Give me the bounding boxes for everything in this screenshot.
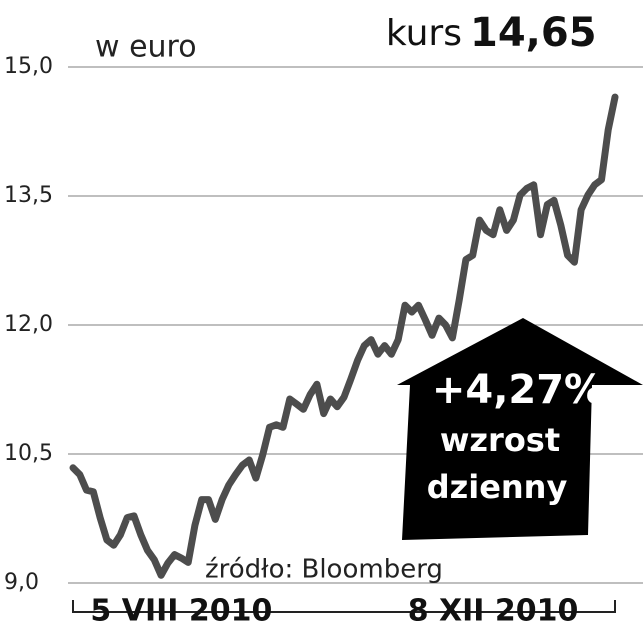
y-tick-label: 13,5 <box>4 183 53 208</box>
change-value: +4,27% <box>432 367 604 413</box>
y-tick-label: 12,0 <box>4 312 53 337</box>
y-tick-label: 9,0 <box>4 570 39 595</box>
y-tick-label: 15,0 <box>4 54 53 79</box>
grid: 9,0 10,5 12,0 13,5 15,0 <box>4 54 643 595</box>
change-text: dzienny <box>427 468 568 506</box>
x-tick-label: 8 XII 2010 <box>408 594 579 629</box>
plot: 5 VIII 2010 8 XII 2010 <box>69 93 619 629</box>
y-tick-label: 10,5 <box>4 441 53 466</box>
x-tick-label: 5 VIII 2010 <box>90 594 272 629</box>
headline-value: 14,65 <box>470 10 597 56</box>
unit-label: w euro <box>95 30 197 65</box>
source: źródło: Bloomberg <box>205 555 443 585</box>
price-line <box>69 93 619 579</box>
headline-label: kurs <box>386 13 462 54</box>
x-axis-bracket <box>72 600 616 613</box>
change-text: wzrost <box>440 421 560 459</box>
arrow <box>397 318 643 540</box>
